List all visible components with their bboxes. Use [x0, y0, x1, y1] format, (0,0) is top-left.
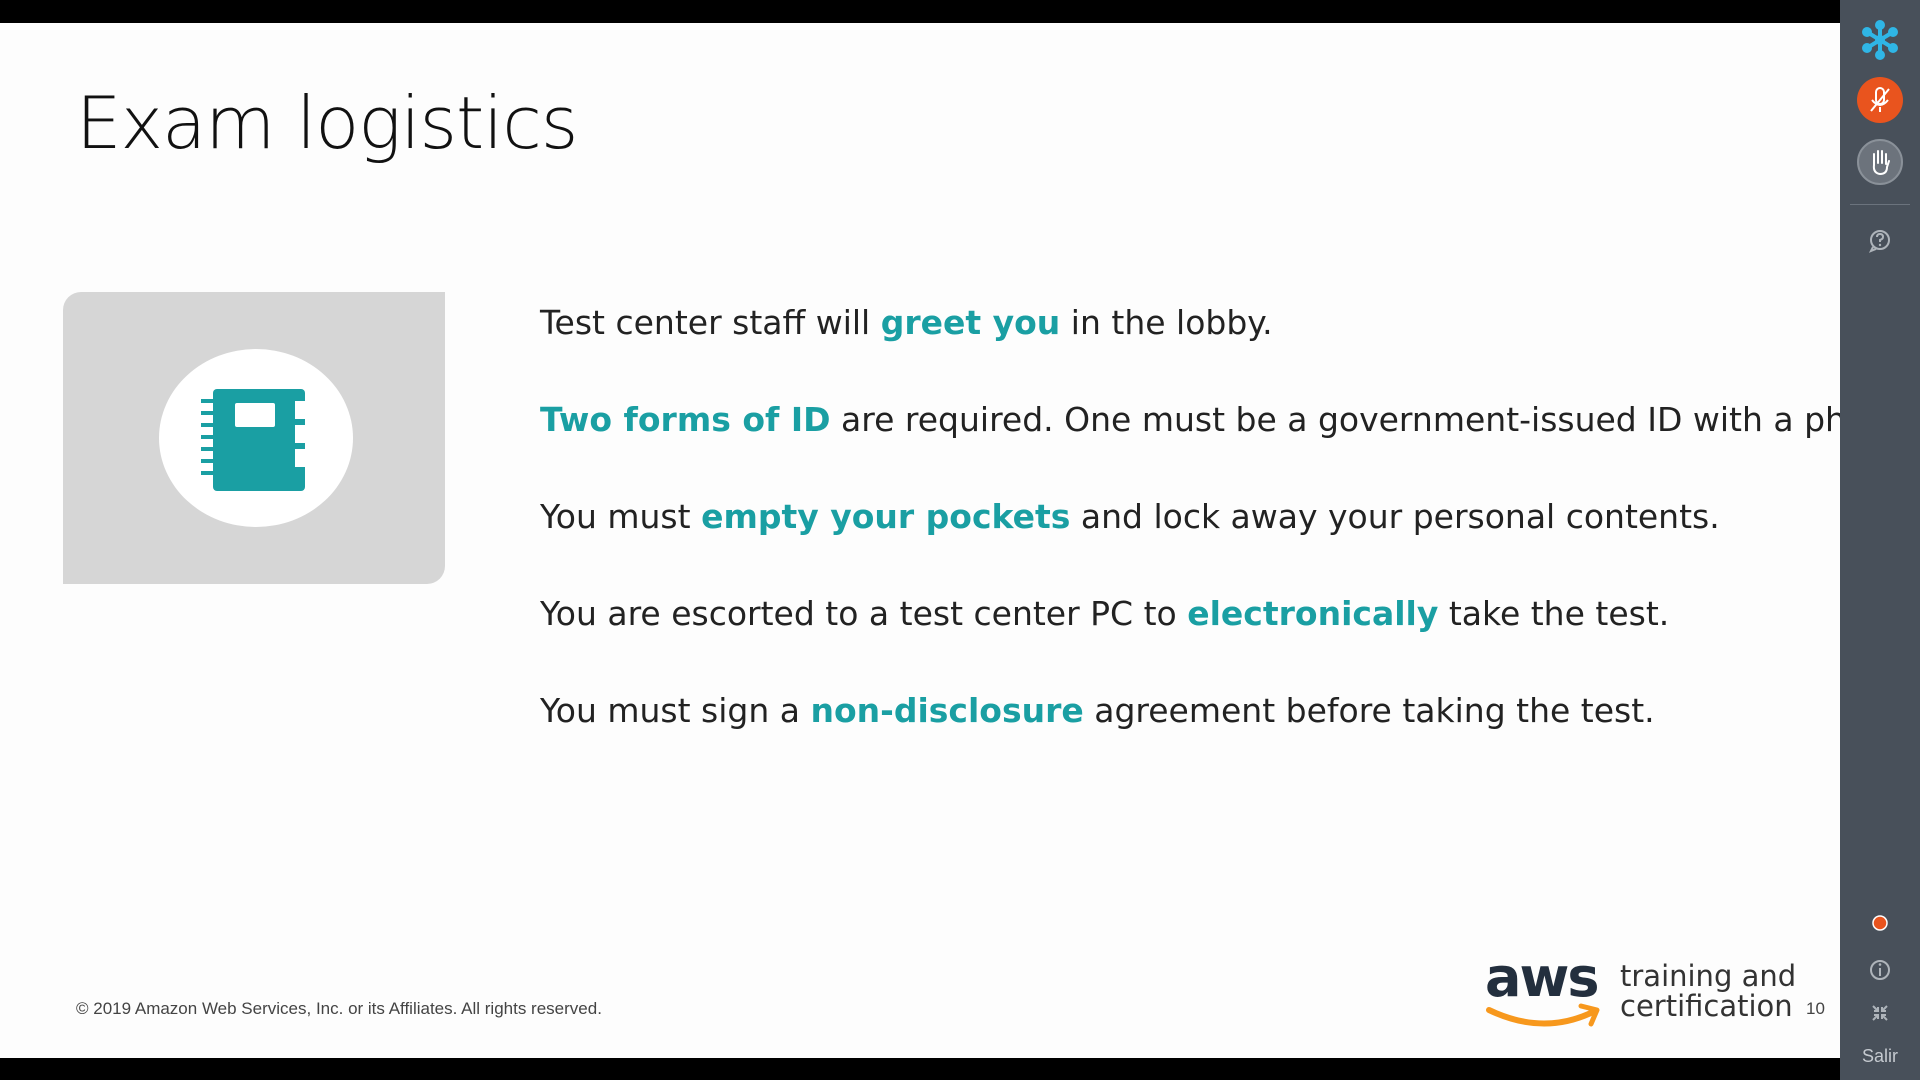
- bullet-highlight: greet you: [880, 303, 1061, 342]
- info-icon[interactable]: [1857, 947, 1903, 993]
- bullet-text: are required. One must be a government-i…: [830, 400, 1910, 439]
- bullet-nda: You must sign a non-disclosure agreement…: [540, 691, 1800, 788]
- copyright-text: © 2019 Amazon Web Services, Inc. or its …: [76, 999, 602, 1018]
- top-letterbox: [0, 0, 1840, 23]
- bullet-text: You are escorted to a test center PC to: [540, 594, 1188, 633]
- bullet-highlight: electronically: [1187, 594, 1439, 633]
- notebook-icon: [201, 389, 305, 491]
- bullet-highlight: empty your pockets: [701, 497, 1071, 536]
- page-number: 10: [1806, 999, 1825, 1018]
- bullet-text: in the lobby.: [1060, 303, 1273, 342]
- bullet-list: Test center staff will greet you in the …: [540, 303, 1909, 788]
- bullet-electronic: You are escorted to a test center PC to …: [540, 594, 1800, 691]
- aws-smile-icon: [1486, 1003, 1600, 1027]
- bullet-highlight: Two forms of ID: [540, 400, 831, 439]
- presentation-slide: Exam logistics Test center staff will gr…: [0, 23, 1909, 1058]
- bullet-pockets: You must empty your pockets and lock awa…: [540, 497, 1800, 594]
- status-dot-icon: [1870, 913, 1890, 933]
- bullet-highlight: non-disclosure: [810, 691, 1084, 730]
- tagline-line-1: training and: [1620, 959, 1797, 993]
- bullet-greet: Test center staff will greet you in the …: [540, 303, 1800, 400]
- bottom-letterbox: [0, 1058, 1840, 1080]
- bullet-text: You must: [540, 497, 702, 536]
- exit-button[interactable]: Salir: [1861, 1046, 1898, 1066]
- aws-wordmark: aws: [1485, 946, 1599, 1009]
- collapse-icon[interactable]: [1857, 990, 1903, 1036]
- tagline-line-2: certification: [1620, 989, 1793, 1023]
- meeting-sidebar: Salir: [1840, 0, 1920, 1080]
- snowflake-logo-icon[interactable]: [1857, 17, 1903, 63]
- bullet-id: Two forms of ID are required. One must b…: [540, 400, 1909, 497]
- sidebar-divider: [1850, 204, 1910, 205]
- bullet-text: You must sign a: [540, 691, 811, 730]
- icon-circle: [159, 349, 353, 527]
- bullet-text: take the test.: [1438, 594, 1670, 633]
- microphone-icon[interactable]: [1857, 77, 1903, 123]
- raise-hand-icon[interactable]: [1857, 139, 1903, 185]
- slide-title: Exam logistics: [76, 81, 578, 165]
- illustration-panel: [63, 292, 445, 584]
- bullet-text: Test center staff will: [540, 303, 881, 342]
- help-icon[interactable]: [1857, 217, 1903, 263]
- bullet-text: and lock away your personal contents.: [1070, 497, 1720, 536]
- aws-logo: aws: [1485, 946, 1605, 1036]
- bullet-text: agreement before taking the test.: [1083, 691, 1655, 730]
- aws-tagline: training and certification: [1620, 961, 1820, 1021]
